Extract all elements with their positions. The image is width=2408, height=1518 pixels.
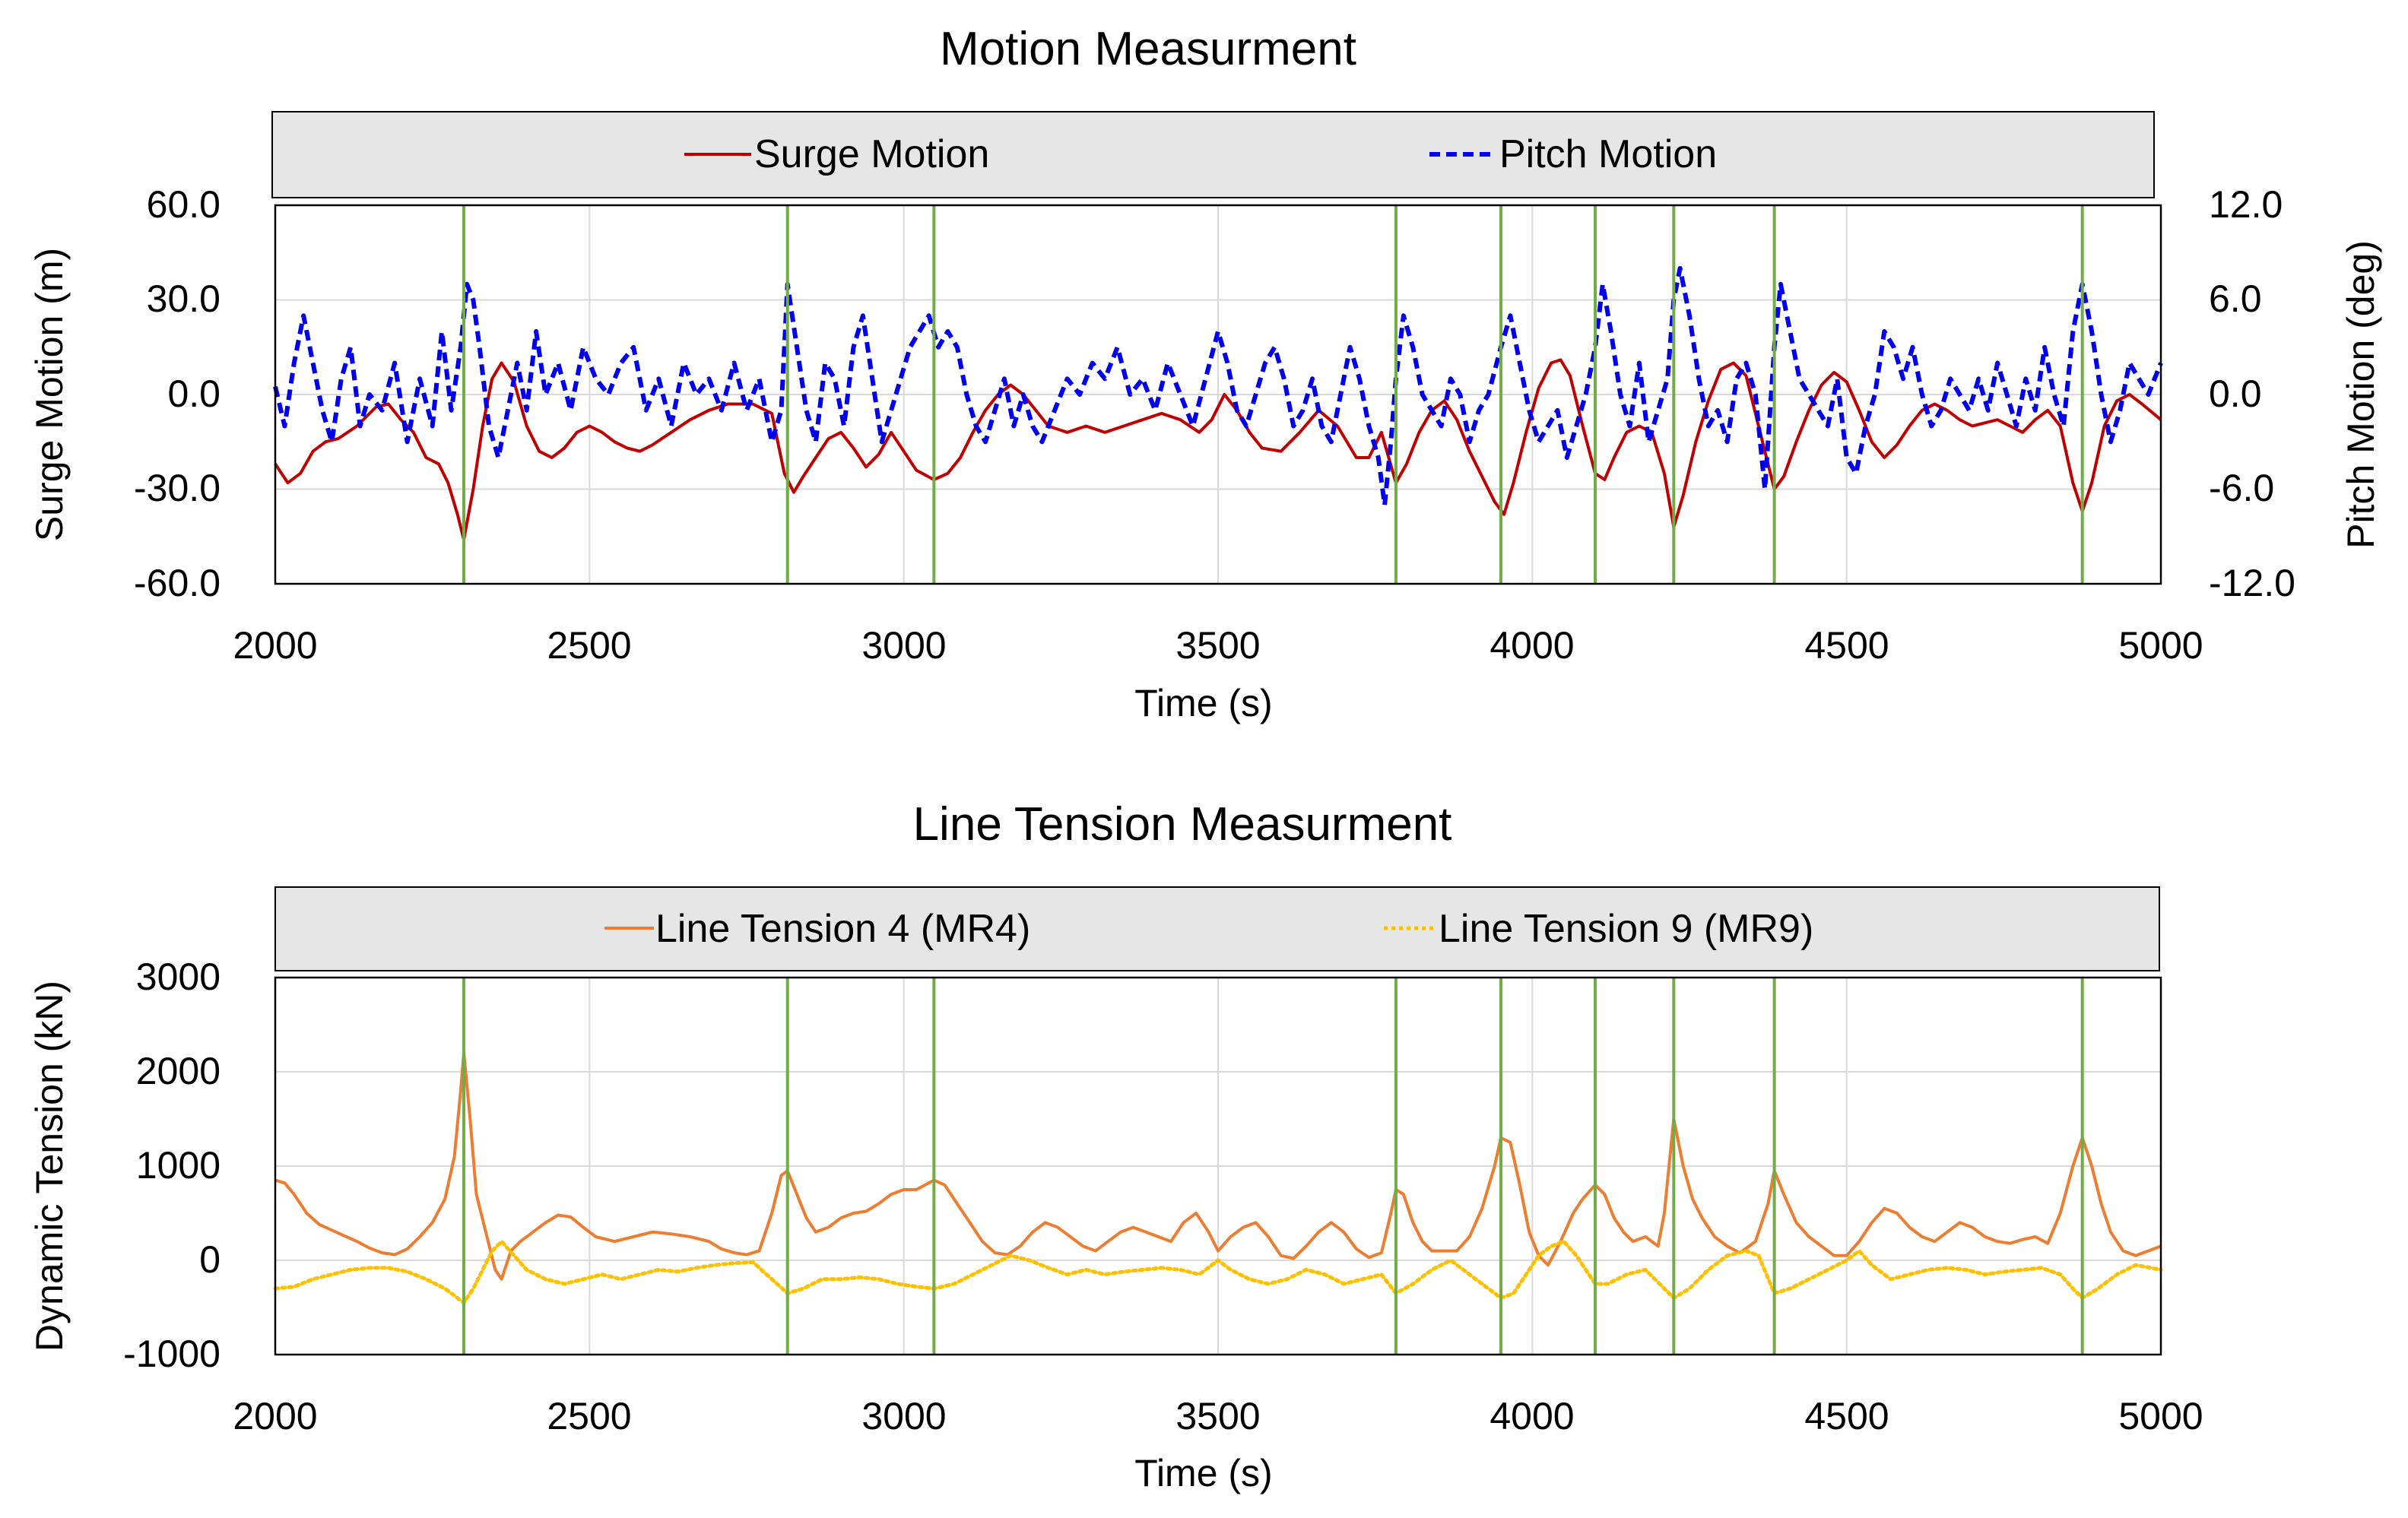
y-tick-label: -60.0 — [134, 562, 220, 604]
y2-tick-label: 6.0 — [2209, 277, 2262, 320]
x-tick-label: 2000 — [233, 624, 317, 667]
y2-tick-label: 12.0 — [2209, 183, 2283, 226]
y-tick-label: 60.0 — [147, 183, 220, 226]
x-tick-label: 4000 — [1490, 1395, 1574, 1437]
y-tick-label: -1000 — [123, 1333, 220, 1375]
y-tick-labels: 60.0 30.0 0.0 -30.0 -60.0 — [134, 183, 220, 604]
event-lines — [462, 205, 2084, 584]
y-tick-label: -30.0 — [134, 467, 220, 509]
series-group — [273, 266, 2163, 541]
y2-tick-labels: 12.0 6.0 0.0 -6.0 -12.0 — [2209, 183, 2295, 604]
legend-box — [271, 111, 2155, 198]
y-tick-labels: 3000 2000 1000 0 -1000 — [123, 955, 220, 1375]
y-tick-label: 0 — [199, 1238, 220, 1281]
legend-box — [274, 886, 2160, 971]
y2-tick-label: 0.0 — [2209, 372, 2262, 415]
y-tick-label: 30.0 — [147, 277, 220, 320]
legend-label-mr4: Line Tension 4 (MR4) — [655, 907, 1030, 951]
x-tick-label: 3500 — [1175, 1395, 1260, 1437]
y-tick-label: 2000 — [136, 1050, 220, 1092]
x-tick-label: 4500 — [1804, 1395, 1889, 1437]
chart-title: Motion Measurment — [940, 23, 1356, 75]
x-tick-label: 2500 — [547, 624, 631, 667]
x-tick-labels: 2000 2500 3000 3500 4000 4500 5000 — [233, 1395, 2203, 1437]
x-tick-label: 3000 — [861, 1395, 946, 1437]
x-tick-label: 5000 — [2118, 624, 2203, 667]
series-line-mr4 — [274, 1051, 2162, 1281]
y2-tick-label: -12.0 — [2209, 562, 2295, 604]
x-tick-label: 3000 — [861, 624, 946, 667]
chart-title: Line Tension Measurment — [913, 798, 1452, 851]
legend-label-mr9: Line Tension 9 (MR9) — [1439, 907, 1813, 951]
y-tick-label: 0.0 — [167, 372, 220, 415]
x-tick-label: 2000 — [233, 1395, 317, 1437]
x-tick-labels: 2000 2500 3000 3500 4000 4500 5000 — [233, 624, 2203, 667]
y-tick-label: 3000 — [136, 955, 220, 998]
gridlines — [274, 977, 2162, 1355]
x-tick-label: 5000 — [2118, 1395, 2203, 1437]
tension-chart: Line Tension Measurment Line Tension 4 (… — [28, 798, 2203, 1494]
motion-chart: Motion Measurment Surge Motion Pitch Mot… — [28, 23, 2382, 724]
series-group — [273, 1051, 2163, 1305]
y-axis-title: Dynamic Tension (kN) — [28, 981, 71, 1352]
plot-area — [274, 976, 2162, 1356]
x-tick-label: 4000 — [1490, 624, 1574, 667]
legend-label-pitch: Pitch Motion — [1499, 132, 1717, 176]
y2-tick-label: -6.0 — [2209, 467, 2274, 509]
gridlines — [274, 204, 2162, 585]
series-line-surge-motion — [274, 358, 2162, 541]
plot-area — [274, 204, 2162, 585]
event-lines — [462, 978, 2084, 1355]
series-line-mr9 — [273, 1239, 2163, 1305]
y-tick-label: 1000 — [136, 1144, 220, 1187]
y-axis-title: Surge Motion (m) — [28, 248, 71, 541]
series-line-pitch-motion — [273, 266, 2163, 508]
x-tick-label: 4500 — [1804, 624, 1889, 667]
x-axis-title: Time (s) — [1134, 682, 1272, 724]
x-tick-label: 3500 — [1175, 624, 1260, 667]
legend-label-surge: Surge Motion — [754, 132, 989, 176]
x-axis-title: Time (s) — [1134, 1452, 1272, 1494]
x-tick-label: 2500 — [547, 1395, 631, 1437]
y2-axis-title: Pitch Motion (deg) — [2340, 240, 2382, 549]
